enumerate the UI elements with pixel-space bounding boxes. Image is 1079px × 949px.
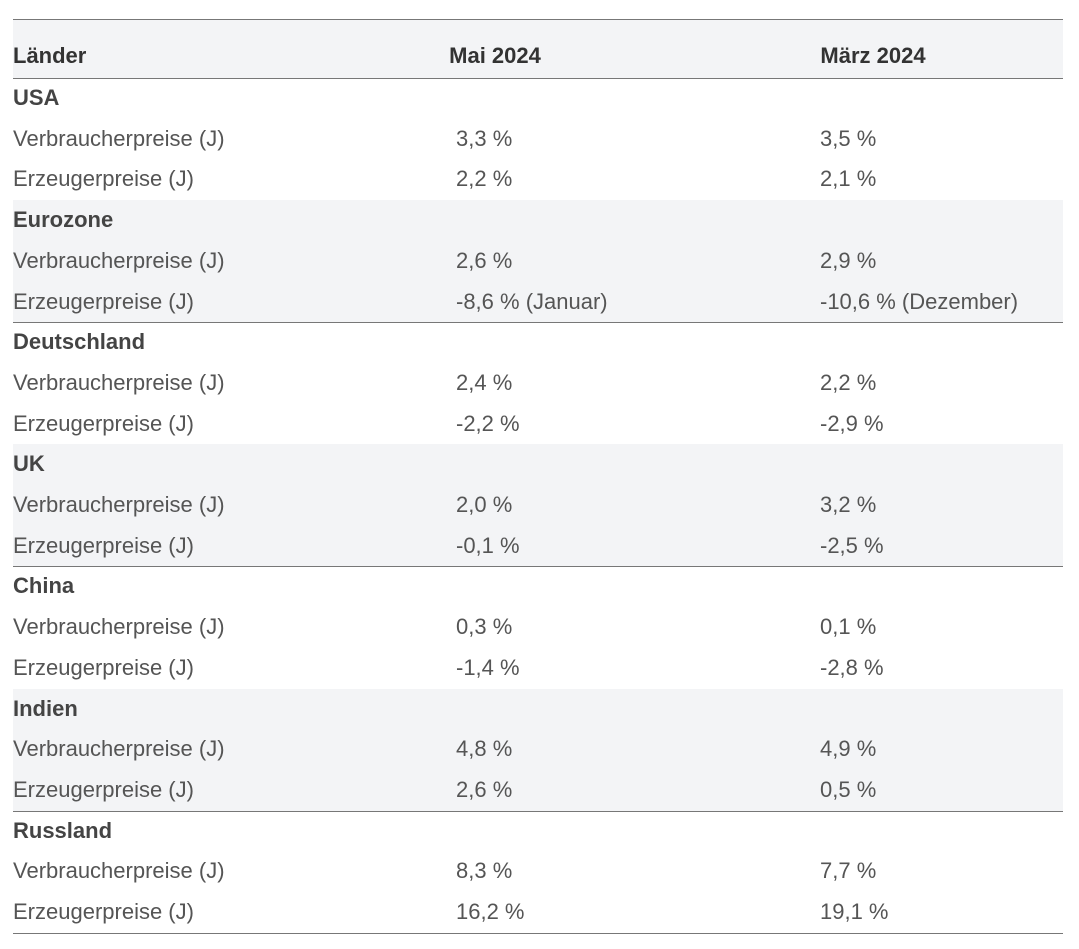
row-label: Verbraucherpreise (J) bbox=[13, 492, 225, 517]
group-title: USA bbox=[13, 85, 60, 110]
value-cell: 2,2 % bbox=[820, 369, 877, 395]
value-cell: -2,5 % bbox=[820, 532, 884, 558]
value-cell: -10,6 % (Dezember) bbox=[820, 288, 1019, 314]
value-cell: 0,1 % bbox=[820, 614, 877, 640]
group-title: Eurozone bbox=[13, 207, 114, 233]
value-cell: 3,2 % bbox=[820, 492, 877, 517]
group-title: China bbox=[13, 573, 75, 599]
group-rule bbox=[13, 810, 1063, 812]
value-cell: -1,4 % bbox=[456, 654, 520, 680]
value-cell: 4,9 % bbox=[820, 736, 877, 762]
value-cell: -2,2 % bbox=[456, 410, 520, 436]
value-cell: 19,1 % bbox=[820, 899, 889, 924]
group-band bbox=[13, 688, 1063, 811]
row-label: Verbraucherpreise (J) bbox=[13, 858, 225, 884]
group-title: Russland bbox=[13, 817, 113, 843]
row-label: Erzeugerpreise (J) bbox=[13, 288, 194, 314]
value-cell: 2,6 % bbox=[456, 247, 513, 273]
row-label: Verbraucherpreise (J) bbox=[13, 247, 225, 273]
value-cell: 0,3 % bbox=[456, 614, 513, 640]
header-cell: März 2024 bbox=[820, 43, 926, 68]
row-label: Erzeugerpreise (J) bbox=[13, 899, 194, 924]
value-cell: 0,5 % bbox=[820, 776, 877, 802]
group-rule bbox=[13, 932, 1063, 934]
value-cell: 2,4 % bbox=[456, 369, 513, 395]
value-cell: 2,1 % bbox=[820, 166, 877, 192]
row-label: Verbraucherpreise (J) bbox=[13, 125, 225, 151]
value-cell: 2,6 % bbox=[456, 776, 513, 802]
row-label: Erzeugerpreise (J) bbox=[13, 654, 194, 680]
row-label: Erzeugerpreise (J) bbox=[13, 776, 194, 802]
row-label: Erzeugerpreise (J) bbox=[13, 532, 194, 558]
row-label: Erzeugerpreise (J) bbox=[13, 410, 194, 436]
value-cell: -0,1 % bbox=[456, 532, 520, 558]
value-cell: 4,8 % bbox=[456, 736, 513, 762]
row-label: Verbraucherpreise (J) bbox=[13, 614, 225, 640]
value-cell: 8,3 % bbox=[456, 858, 513, 884]
value-cell: -2,9 % bbox=[820, 410, 884, 436]
header-cell: Mai 2024 bbox=[449, 43, 541, 68]
group-rule bbox=[13, 566, 1063, 568]
value-cell: 2,2 % bbox=[456, 166, 513, 192]
group-rule bbox=[13, 322, 1063, 324]
value-cell: 3,5 % bbox=[820, 125, 877, 151]
header-rule bbox=[13, 78, 1063, 79]
group-title: UK bbox=[13, 451, 45, 477]
group-title: Deutschland bbox=[13, 329, 146, 355]
group-band bbox=[13, 200, 1063, 323]
header-cell: Länder bbox=[13, 43, 87, 68]
value-cell: 3,3 % bbox=[456, 125, 513, 151]
group-band bbox=[13, 444, 1063, 567]
value-cell: 7,7 % bbox=[820, 858, 877, 884]
value-cell: -8,6 % (Januar) bbox=[456, 288, 608, 314]
row-label: Verbraucherpreise (J) bbox=[13, 369, 225, 395]
value-cell: 2,9 % bbox=[820, 247, 877, 273]
value-cell: -2,8 % bbox=[820, 654, 884, 680]
header-band bbox=[13, 19, 1063, 78]
top-rule bbox=[13, 19, 1063, 20]
row-label: Verbraucherpreise (J) bbox=[13, 736, 225, 762]
value-cell: 2,0 % bbox=[456, 492, 513, 517]
value-cell: 16,2 % bbox=[456, 899, 525, 924]
group-title: Indien bbox=[13, 695, 78, 721]
row-label: Erzeugerpreise (J) bbox=[13, 166, 194, 192]
